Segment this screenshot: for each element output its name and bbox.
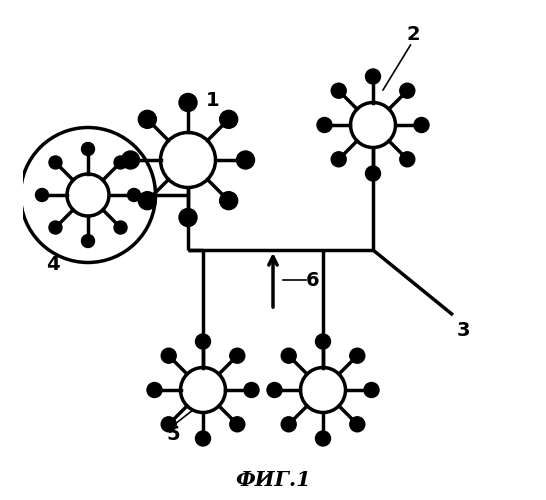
Circle shape — [179, 208, 197, 226]
Text: ФИГ.1: ФИГ.1 — [235, 470, 311, 490]
Circle shape — [219, 110, 238, 128]
Circle shape — [161, 348, 176, 363]
Circle shape — [179, 94, 197, 112]
Circle shape — [181, 368, 225, 412]
Circle shape — [35, 188, 49, 202]
Circle shape — [414, 118, 429, 132]
Text: 5: 5 — [166, 426, 180, 444]
Circle shape — [365, 69, 381, 84]
Circle shape — [49, 156, 62, 169]
Circle shape — [161, 132, 216, 188]
Circle shape — [365, 166, 381, 181]
Circle shape — [364, 382, 379, 398]
Circle shape — [400, 152, 415, 167]
Circle shape — [331, 152, 346, 167]
Circle shape — [114, 221, 127, 234]
Circle shape — [219, 192, 238, 210]
Circle shape — [281, 417, 296, 432]
Circle shape — [138, 192, 156, 210]
Text: 2: 2 — [406, 26, 420, 44]
Circle shape — [81, 234, 94, 248]
Circle shape — [147, 382, 162, 398]
Circle shape — [122, 151, 139, 169]
Circle shape — [351, 102, 395, 148]
Circle shape — [350, 417, 365, 432]
Circle shape — [195, 334, 211, 349]
Circle shape — [316, 431, 330, 446]
Circle shape — [230, 417, 245, 432]
Circle shape — [49, 221, 62, 234]
Circle shape — [128, 188, 140, 202]
Circle shape — [267, 382, 282, 398]
Circle shape — [195, 431, 211, 446]
Circle shape — [244, 382, 259, 398]
Circle shape — [230, 348, 245, 363]
Circle shape — [317, 118, 332, 132]
Circle shape — [350, 348, 365, 363]
Circle shape — [300, 368, 346, 412]
Text: 6: 6 — [306, 270, 320, 289]
Circle shape — [67, 174, 109, 216]
Circle shape — [331, 83, 346, 98]
Text: 3: 3 — [456, 320, 470, 340]
Circle shape — [316, 334, 330, 349]
Text: 1: 1 — [206, 90, 220, 110]
Circle shape — [81, 142, 94, 156]
Circle shape — [236, 151, 254, 169]
Circle shape — [400, 83, 415, 98]
Circle shape — [138, 110, 156, 128]
Circle shape — [161, 417, 176, 432]
Circle shape — [114, 156, 127, 169]
Circle shape — [281, 348, 296, 363]
Text: 4: 4 — [46, 256, 60, 274]
